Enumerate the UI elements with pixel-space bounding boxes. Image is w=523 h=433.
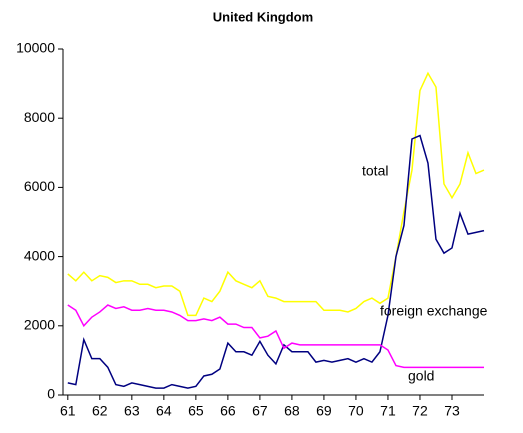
series-line <box>67 304 484 369</box>
x-tick-label: 64 <box>156 403 172 419</box>
y-tick-label: 8000 <box>24 109 55 125</box>
x-tick-label: 61 <box>60 403 76 419</box>
x-tick-label: 66 <box>220 403 236 419</box>
x-tick-label: 65 <box>188 403 204 419</box>
series-label: gold <box>408 368 434 384</box>
y-tick-label: 4000 <box>24 247 55 263</box>
series-label: total <box>362 163 388 179</box>
x-tick-label: 68 <box>284 403 300 419</box>
series-line <box>67 71 485 317</box>
y-tick-label: 0 <box>47 386 55 402</box>
x-tick-label: 67 <box>252 403 268 419</box>
x-tick-label: 71 <box>380 403 396 419</box>
y-tick-label: 6000 <box>24 178 55 194</box>
x-tick-label: 70 <box>348 403 364 419</box>
y-tick-label: 2000 <box>24 317 55 333</box>
x-tick-label: 63 <box>124 403 140 419</box>
series-line <box>67 134 485 389</box>
chart-title: United Kingdom <box>213 9 313 24</box>
x-tick-label: 72 <box>412 403 428 419</box>
series-label: foreign exchange <box>380 303 488 319</box>
y-tick-label: 10000 <box>16 40 55 56</box>
x-tick-label: 73 <box>444 403 460 419</box>
x-tick-label: 69 <box>316 403 332 419</box>
x-tick-label: 62 <box>92 403 108 419</box>
